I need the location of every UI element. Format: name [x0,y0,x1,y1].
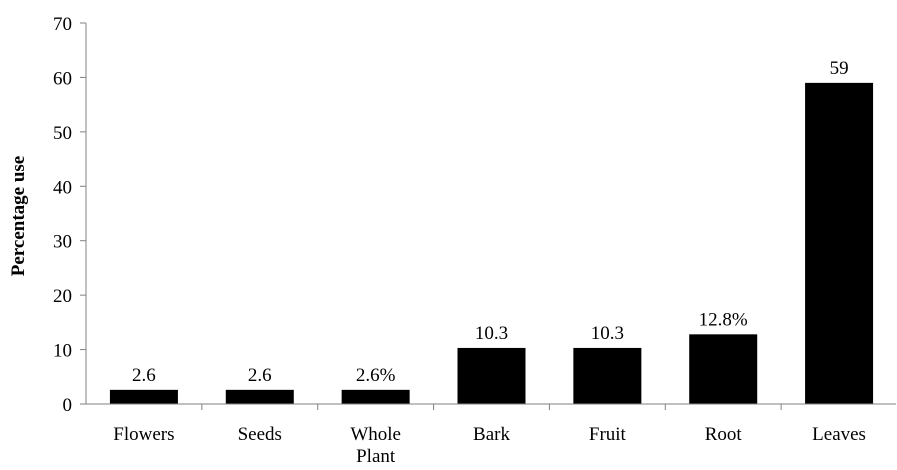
bar [225,389,294,404]
y-axis-label: Percentage use [8,156,29,276]
data-label: 10.3 [591,323,624,344]
data-label: 2.6 [248,365,272,386]
y-tick-label: 70 [53,14,72,35]
y-tick-label: 10 [53,341,72,362]
bar [457,347,526,404]
y-tick-label: 20 [53,286,72,307]
bar [341,389,410,404]
data-label: 10.3 [475,323,508,344]
x-tick-label: Whole Plant [350,424,401,467]
x-tick-label: Root [705,424,743,445]
data-labels: 2.6 2.6 2.6% 10.3 10.3 12.8% 59 [132,58,849,386]
x-tick-label: Fruit [589,424,627,445]
y-axis-ticks: 0 10 20 30 40 50 60 70 [53,14,86,416]
x-tick-label: Seeds [238,424,282,445]
data-label: 59 [830,58,849,79]
bar [573,347,642,404]
x-axis-ticks: Flowers Seeds Whole Plant Bark Fruit Root Leave… [113,404,866,467]
data-label: 2.6% [356,365,396,386]
bar [805,82,874,404]
y-tick-label: 0 [63,395,73,416]
x-tick-label: Leaves [812,424,866,445]
y-tick-label: 50 [53,123,72,144]
y-tick-label: 40 [53,177,72,198]
x-tick-label: Flowers [113,424,174,445]
x-tick-label: Bark [473,424,510,445]
y-tick-label: 30 [53,232,72,253]
y-tick-label: 60 [53,68,72,89]
bars [109,82,874,404]
bar [109,389,178,404]
data-label: 2.6 [132,365,156,386]
bar [689,334,758,404]
data-label: 12.8% [699,309,748,330]
